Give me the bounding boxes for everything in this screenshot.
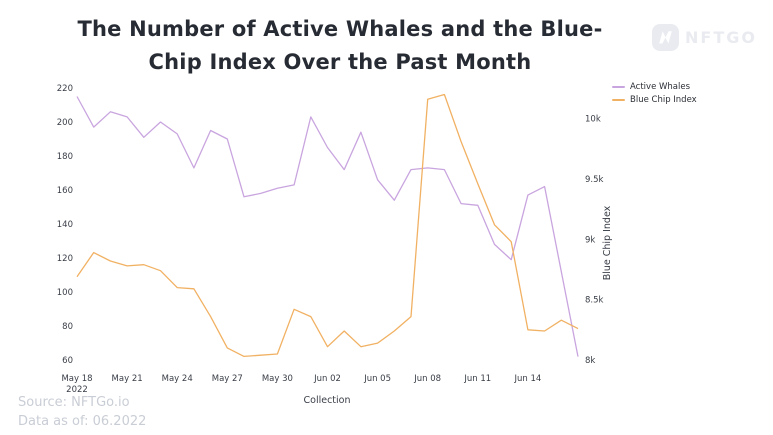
nftgo-logo-text: NFTGO <box>685 28 757 47</box>
tick-label: May 21 <box>112 374 143 384</box>
chart-title-line2: Chip Index Over the Past Month <box>148 50 532 74</box>
tick-label: 9k <box>585 235 595 245</box>
tick-label: May 24 <box>162 374 193 384</box>
tick-label: 9.5k <box>585 175 604 185</box>
data-as-of-text: Data as of: 06.2022 <box>18 414 147 429</box>
legend-label: Active Whales <box>630 82 691 92</box>
series-line-blue-chip-index <box>76 93 579 358</box>
footer: Source: NFTGo.io Data as of: 06.2022 <box>18 393 146 431</box>
series-line-active-whales <box>76 96 579 357</box>
tick-label: 140 <box>57 220 73 230</box>
active-whales-line-swatch <box>612 86 625 88</box>
tick-label: 80 <box>62 322 73 332</box>
chart-title: The Number of Active Whales and the Blue… <box>60 13 620 79</box>
tick-label: May 30 <box>262 374 293 384</box>
legend: Active Whales Blue Chip Index <box>612 82 697 108</box>
chart-lines <box>76 93 579 358</box>
tick-label: 160 <box>57 186 73 196</box>
nftgo-bolt-icon <box>652 24 679 51</box>
x-axis-title: Collection <box>304 395 351 406</box>
tick-label: 60 <box>62 356 73 366</box>
tick-label: May 18 <box>61 374 92 384</box>
legend-item-blue-chip-index[interactable]: Blue Chip Index <box>612 95 697 105</box>
tick-label: Jun 11 <box>463 374 491 384</box>
tick-label: 200 <box>57 118 73 128</box>
tick-label: Jun 08 <box>413 374 441 384</box>
tick-label: 8k <box>585 356 595 366</box>
source-text: Source: NFTGo.io <box>18 395 130 410</box>
chart-title-line1: The Number of Active Whales and the Blue… <box>77 17 603 41</box>
blue-chip-index-line-swatch <box>612 99 625 101</box>
nftgo-logo: NFTGO <box>652 24 757 51</box>
tick-label: 220 <box>57 84 73 94</box>
legend-label: Blue Chip Index <box>630 95 697 105</box>
tick-label: Jun 02 <box>313 374 341 384</box>
legend-item-active-whales[interactable]: Active Whales <box>612 82 697 92</box>
tick-label: May 27 <box>212 374 243 384</box>
tick-label: 8.5k <box>585 296 604 306</box>
right-axis-title: Blue Chip Index <box>602 205 613 280</box>
tick-label: 120 <box>57 254 73 264</box>
tick-label: 10k <box>585 115 601 125</box>
tick-label: 180 <box>57 152 73 162</box>
tick-label: Jun 14 <box>513 374 541 384</box>
axis-tick-labels: 220 200 180 160 140 120 100 80 60 10k 9.5k 9k 8.5k 8k… <box>57 84 604 395</box>
tick-label: 2022 <box>66 385 88 395</box>
tick-label: 100 <box>57 288 73 298</box>
tick-label: Jun 05 <box>363 374 391 384</box>
